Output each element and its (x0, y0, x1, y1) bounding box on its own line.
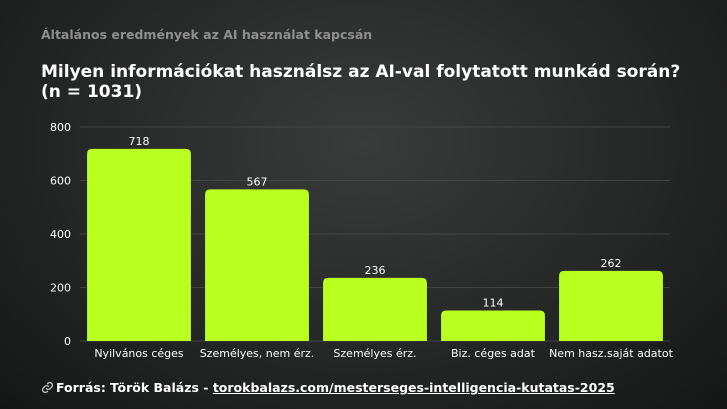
y-tick-label: 200 (50, 282, 71, 295)
bar (87, 148, 191, 341)
y-tick-label: 400 (50, 228, 71, 241)
x-tick-label: Nyilvános céges (94, 347, 184, 360)
y-tick-label: 0 (64, 335, 71, 348)
source-note: Forrás: Török Balázs - torokbalazs.com/m… (41, 380, 615, 395)
bar (323, 277, 427, 341)
chart-title: Milyen információkat használsz az AI-val… (41, 62, 681, 82)
x-tick-label: Személyes, nem érz. (200, 347, 315, 360)
bars (87, 148, 663, 341)
bar-value-label: 114 (483, 297, 504, 310)
source-label: Forrás: Török Balázs - (56, 380, 213, 395)
bar-value-label: 718 (129, 135, 150, 148)
bar-value-label: 567 (247, 175, 268, 188)
y-axis-ticks: 0 200 400 600 800 (50, 121, 71, 348)
bar (205, 189, 309, 341)
bar-value-label: 236 (365, 264, 386, 277)
source-link[interactable]: torokbalazs.com/mesterseges-intelligenci… (212, 380, 615, 395)
y-tick-label: 800 (50, 121, 71, 134)
x-tick-label: Nem hasz.saját adatot (549, 347, 674, 360)
bar-value-label: 262 (601, 257, 622, 270)
y-tick-label: 600 (50, 175, 71, 188)
link-icon (41, 380, 54, 395)
report-supertitle: Általános eredmények az AI használat kap… (41, 27, 373, 42)
x-tick-label: Személyes érz. (333, 347, 416, 360)
x-tick-label: Biz. céges adat (451, 347, 536, 360)
x-axis-ticks: Nyilvános céges Személyes, nem érz. Személ… (94, 347, 673, 360)
data-labels: 718 567 236 114 262 (129, 135, 622, 310)
bar (559, 270, 663, 341)
chart-subtitle: (n = 1031) (41, 82, 143, 102)
bar (441, 310, 545, 341)
